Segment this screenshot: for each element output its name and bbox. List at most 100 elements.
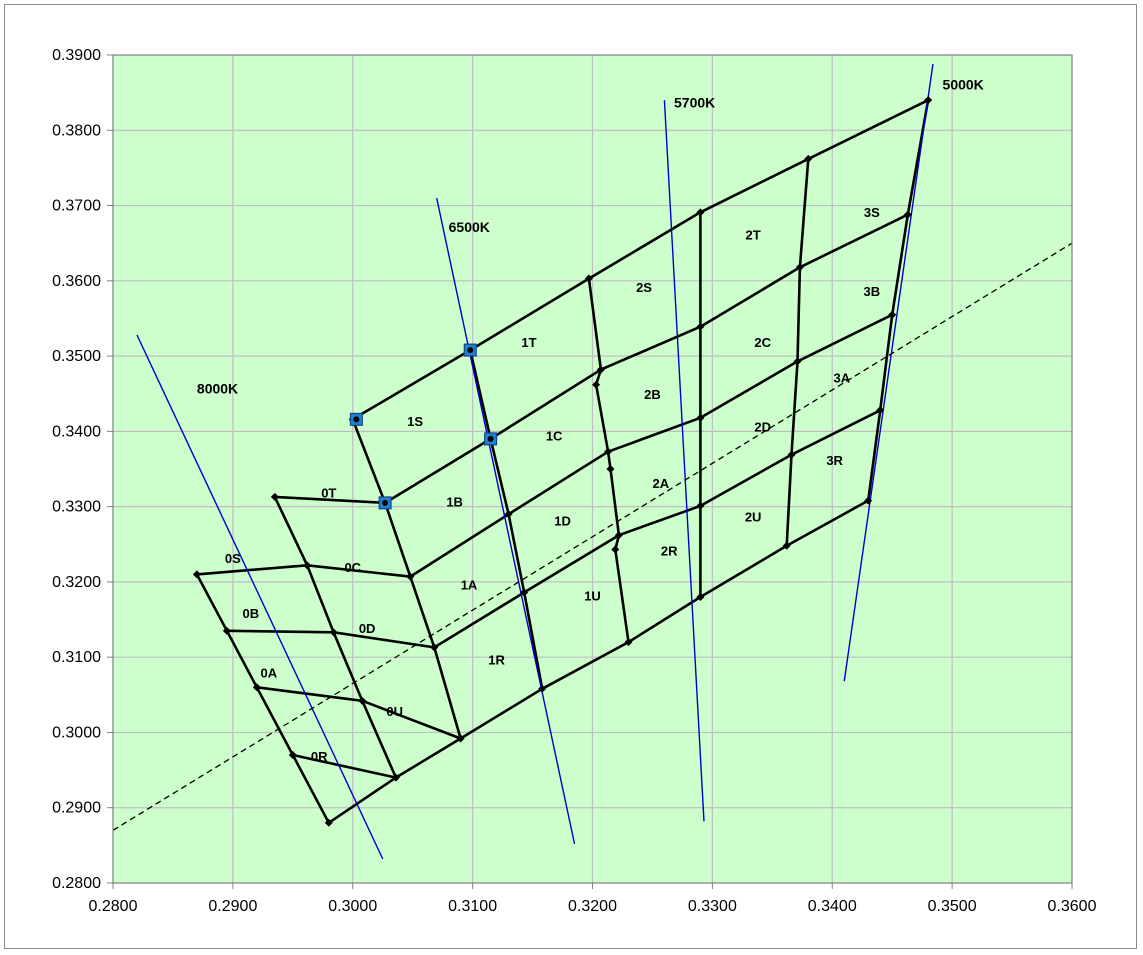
bin-label: 1A [461,577,478,592]
bin-label: 1D [554,513,571,528]
bin-boundary-line [292,753,397,779]
bin-boundary-line [196,313,893,578]
bin-label: 1U [584,589,601,604]
vertex-marker [324,818,333,827]
bin-label: 2C [754,335,771,350]
y-tick-label: 0.3300 [52,499,101,516]
bin-label: 0A [261,666,278,681]
x-tick-label: 0.2900 [208,898,257,915]
vertex-marker [538,684,547,693]
y-tick-label: 0.2800 [52,875,101,892]
vertex-marker [391,773,400,782]
cct-line [663,100,705,822]
bin-label: 1T [521,335,536,350]
vertex-marker [270,492,279,501]
vertex-marker [288,751,297,760]
bin-label: 0B [243,606,260,621]
vertex-marker [804,154,813,163]
vertex-marker [795,263,804,272]
bin-label: 3R [826,453,843,468]
vertex-marker [456,734,465,743]
y-tick-label: 0.3600 [52,273,101,290]
bin-label: 3S [864,205,880,220]
planckian-locus [112,242,1073,831]
x-tick-label: 0.2800 [89,898,138,915]
vertex-marker [604,447,613,456]
vertex-marker [924,96,933,105]
bin-label: 0U [386,704,403,719]
vertex-marker [782,541,791,550]
vertex-marker [596,365,605,374]
x-tick-label: 0.3000 [328,898,377,915]
bin-label: 1B [446,495,463,510]
bin-label: 3A [834,370,851,385]
vertex-marker [611,545,620,554]
bin-label: 2A [653,476,670,491]
cct-label: 5000K [943,77,984,93]
vertex-marker [606,465,615,473]
axes: 0.2800 0.2900 0.3000 0.3100 0.3200 0.3300 0.34… [52,47,1097,915]
cct-line [435,197,576,845]
y-tick-label: 0.3700 [52,198,101,215]
x-tick-label: 0.3600 [1048,898,1097,915]
x-tick-label: 0.3200 [568,898,617,915]
highlight-center [487,435,494,442]
bin-label: 0R [311,749,328,764]
vertex-marker [504,510,513,519]
vertex-marker [696,501,705,510]
vertex-marker [252,683,261,692]
vertex-marker [520,588,529,597]
highlight-center [353,416,360,423]
gridlines [113,55,1072,883]
bin-boundary-line [352,99,929,421]
x-tick-label: 0.3100 [448,898,497,915]
vertex-marker [614,531,623,540]
y-tick-label: 0.3900 [52,47,101,64]
y-tick-label: 0.3100 [52,649,101,666]
vertex-marker [329,628,338,637]
vertex-marker [696,413,705,422]
vertex-marker [696,208,705,217]
vertex-marker [430,643,439,652]
bin-label: 2T [746,227,761,242]
highlight-center [382,499,389,506]
vertex-marker [787,450,796,459]
cct-label: 5700K [674,95,715,111]
cct-line [136,334,384,860]
y-tick-label: 0.3000 [52,724,101,741]
vertex-marker [696,592,705,601]
bin-label: 0C [344,560,361,575]
bin-label: 0D [359,621,376,636]
vertex-marker [592,380,601,389]
vertex-markers [192,96,933,827]
y-tick-label: 0.3800 [52,122,101,139]
cct-line [843,63,934,682]
bin-label: 2D [754,419,771,434]
bin-label: 2R [661,544,678,559]
y-tick-label: 0.3500 [52,348,101,365]
vertex-marker [696,322,705,331]
bin-label: 1C [546,428,563,443]
plot-border [112,54,1073,884]
vertex-marker [406,572,415,581]
planckian-line [112,242,1073,831]
bin-label: 1S [407,414,423,429]
cct-label: 6500K [449,219,490,235]
vertex-marker [793,357,802,366]
bin-label: 0T [321,486,336,501]
bin-boundary-line [226,409,881,649]
vertex-marker [584,274,593,283]
vertex-marker [222,626,231,635]
vertex-marker [864,496,873,505]
bin-label: 2U [745,510,762,525]
y-tick-label: 0.2900 [52,800,101,817]
cct-lines: 8000K 6500K 5700K 5000K [136,63,984,860]
bin-labels: 0S 0T 0B 0C 0A 0D 0R 0U 1S 1T 1B 1C 1A 1D 1R 1U 2S 2T 2B 2C… [225,205,880,764]
vertex-marker [192,570,201,579]
vertex-marker [624,638,633,647]
x-tick-label: 0.3400 [808,898,857,915]
y-tick-label: 0.3200 [52,574,101,591]
bin-label: 0S [225,551,241,566]
x-tick-label: 0.3500 [928,898,977,915]
